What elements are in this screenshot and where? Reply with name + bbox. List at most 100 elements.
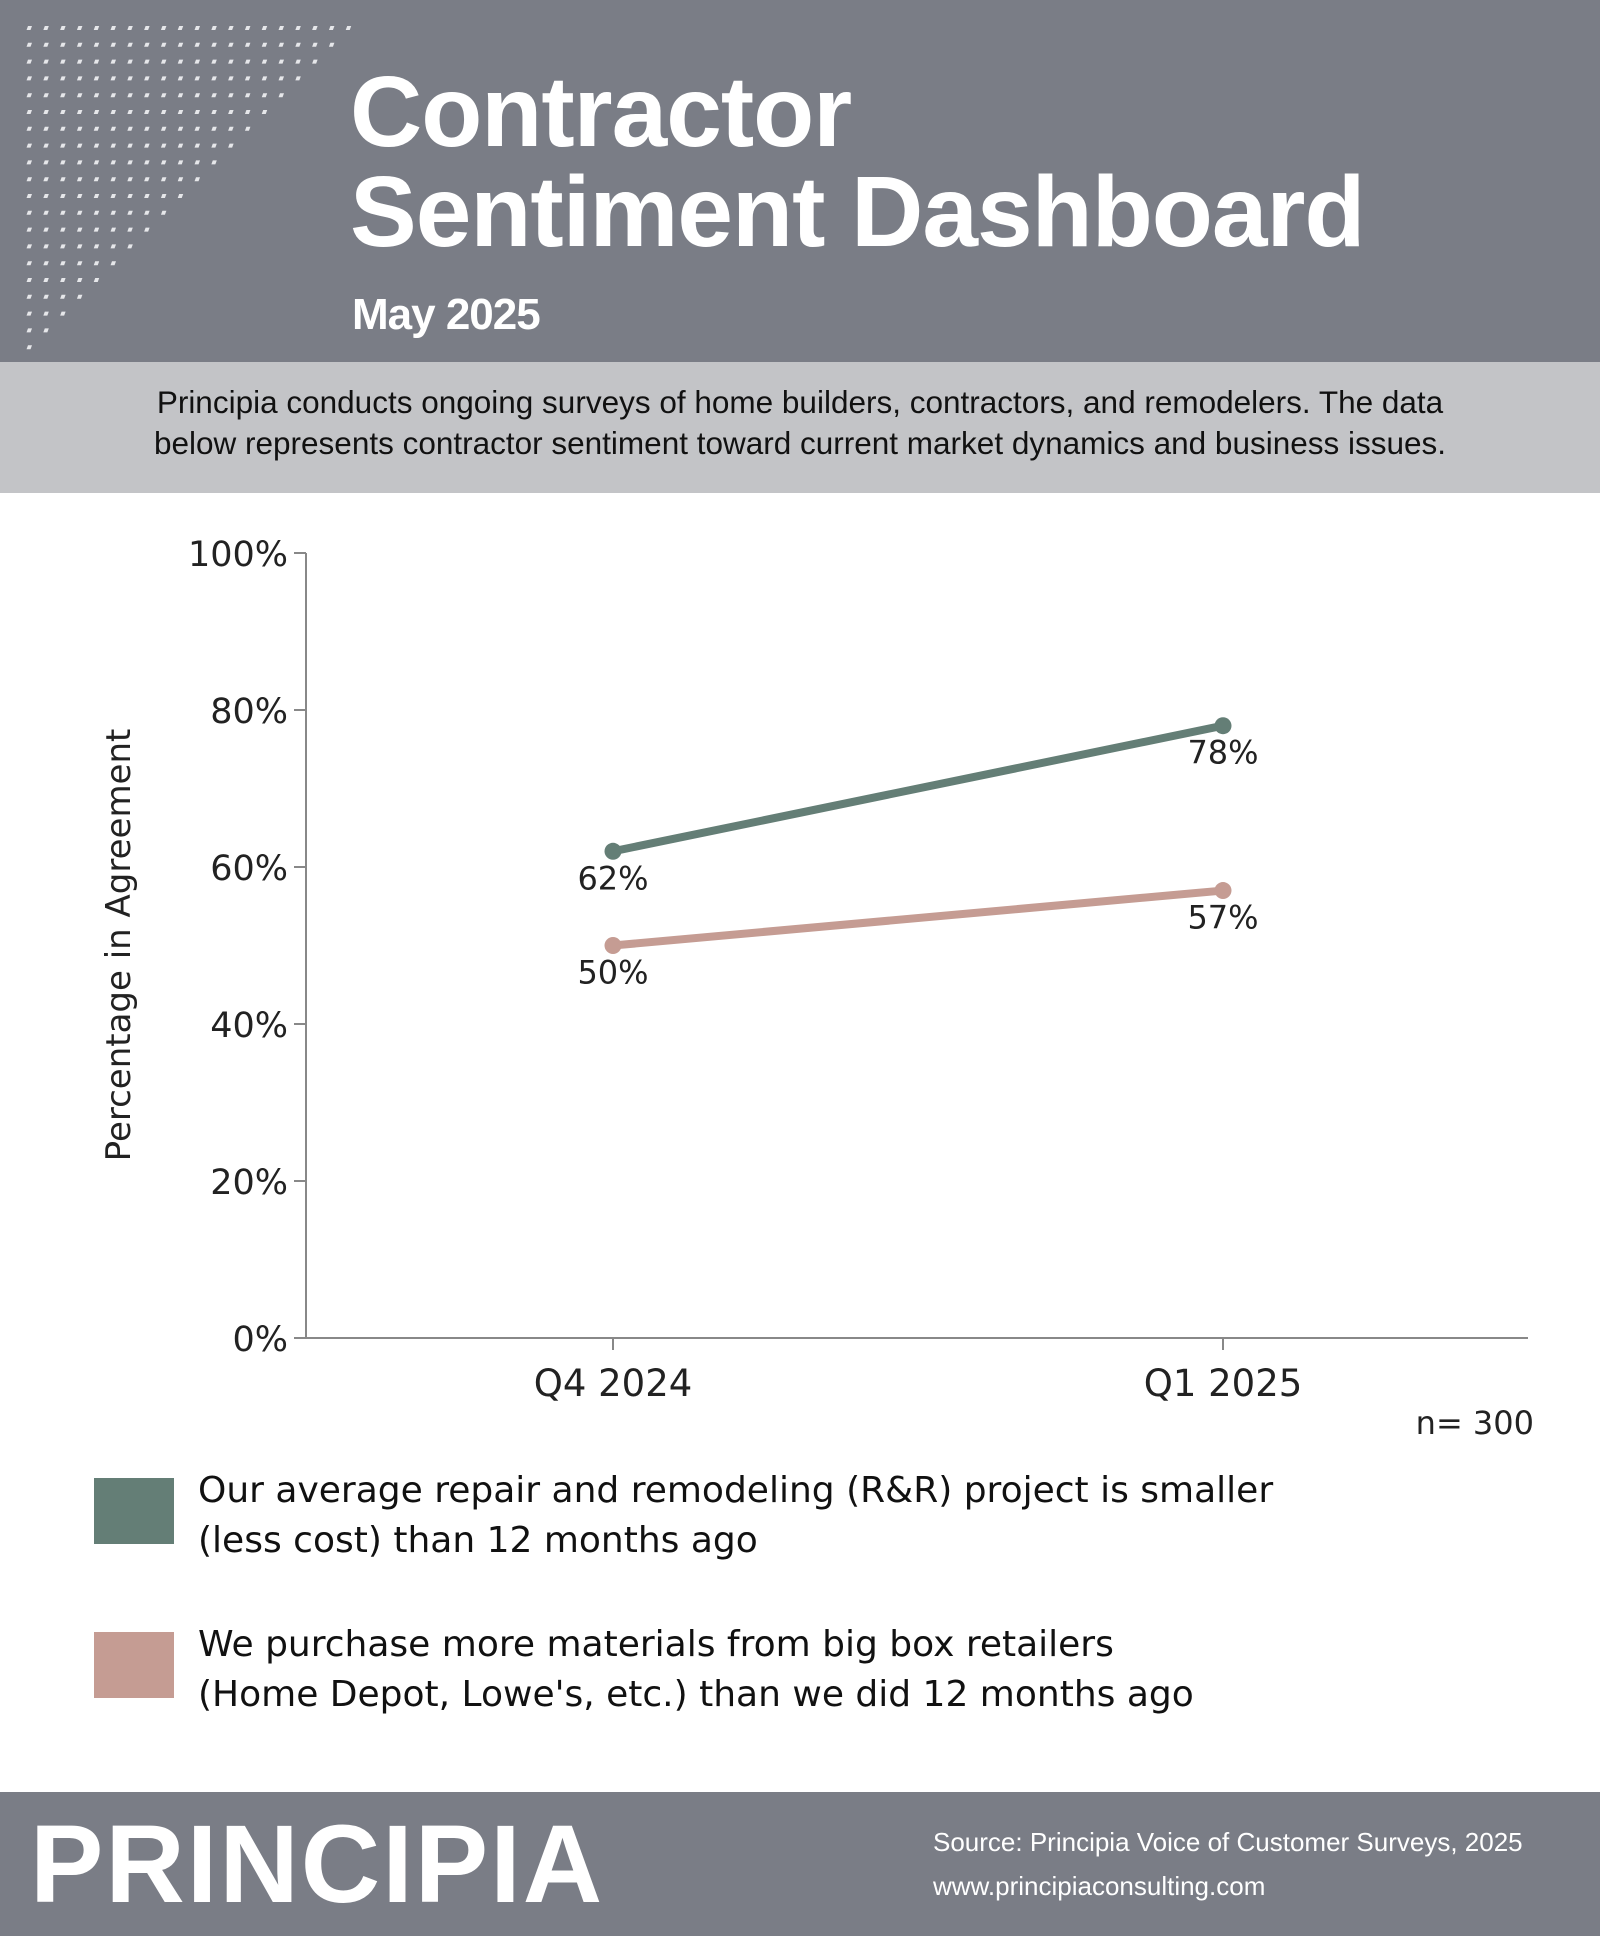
dot xyxy=(194,160,200,165)
dot xyxy=(177,26,184,30)
dot xyxy=(26,294,32,299)
dot xyxy=(26,126,32,131)
dot xyxy=(93,194,100,198)
dot xyxy=(228,59,234,64)
dot xyxy=(295,26,301,30)
legend-label-line1: We purchase more materials from big box … xyxy=(198,1624,1114,1665)
dot xyxy=(261,42,268,47)
dot xyxy=(26,345,32,350)
dot xyxy=(93,244,100,249)
dot xyxy=(43,294,49,299)
dot xyxy=(211,42,217,47)
dot xyxy=(127,110,133,114)
dot xyxy=(26,42,32,47)
dot xyxy=(228,143,234,148)
legend-label-line2: (less cost) than 12 months ago xyxy=(198,1520,758,1561)
dot xyxy=(76,59,83,64)
legend-label-rr-project: Our average repair and remodeling (R&R) … xyxy=(198,1466,1398,1566)
dot xyxy=(76,143,83,148)
y-tick-label: 100% xyxy=(188,535,288,575)
dot xyxy=(328,42,335,47)
sample-size-note: n= 300 xyxy=(1416,1404,1534,1442)
dot xyxy=(144,59,150,64)
page-title-line1: Contractor xyxy=(350,56,852,168)
dot xyxy=(60,261,66,266)
dot xyxy=(144,110,150,114)
legend-swatch-green xyxy=(94,1478,174,1544)
y-tick-label: 0% xyxy=(232,1320,288,1360)
dot xyxy=(43,311,49,316)
dot xyxy=(43,93,49,98)
series-line xyxy=(609,886,1227,950)
dot xyxy=(177,143,184,148)
dot xyxy=(160,76,167,81)
dot xyxy=(93,177,100,182)
dot xyxy=(43,210,49,215)
footer-source: Source: Principia Voice of Customer Surv… xyxy=(933,1820,1523,1908)
page-title: Contractor Sentiment Dashboard xyxy=(350,62,1365,262)
dot xyxy=(76,126,83,131)
dot xyxy=(144,227,150,232)
dot-pattern-decoration xyxy=(26,26,352,350)
dot xyxy=(76,194,83,198)
dot xyxy=(127,93,133,98)
dot xyxy=(160,126,167,131)
dot xyxy=(144,210,150,215)
dot xyxy=(228,42,234,47)
y-tick-label: 40% xyxy=(210,1006,288,1046)
dot xyxy=(127,26,133,30)
dot xyxy=(26,210,33,215)
website-link[interactable]: www.principiaconsulting.com xyxy=(933,1871,1266,1901)
x-tick-label: Q1 2025 xyxy=(1144,1362,1303,1405)
dot xyxy=(228,26,234,30)
dot xyxy=(26,261,32,266)
dot xyxy=(26,328,32,333)
dot xyxy=(345,26,352,30)
dot xyxy=(194,42,200,47)
dot xyxy=(144,143,150,148)
dot xyxy=(76,261,83,266)
data-point xyxy=(1214,717,1232,735)
dot xyxy=(110,160,116,165)
dot xyxy=(76,227,83,232)
dot xyxy=(93,160,100,165)
dot xyxy=(177,194,184,198)
dot xyxy=(127,76,133,81)
dot xyxy=(76,26,83,30)
dot xyxy=(228,110,234,114)
intro-description: Principia conducts ongoing surveys of ho… xyxy=(0,362,1600,493)
dot xyxy=(177,59,184,64)
data-label: 62% xyxy=(577,859,648,897)
dot xyxy=(60,311,66,316)
dot xyxy=(110,110,116,114)
dot xyxy=(228,76,234,81)
dot xyxy=(160,110,167,114)
series-line xyxy=(609,721,1227,856)
dot xyxy=(278,26,284,30)
dot xyxy=(60,210,66,215)
dot xyxy=(93,59,100,64)
dot xyxy=(43,160,49,165)
legend-swatch-pink xyxy=(94,1632,174,1698)
y-tick-label: 20% xyxy=(210,1163,288,1203)
dot xyxy=(278,59,284,64)
dot xyxy=(144,76,150,81)
dot xyxy=(43,328,49,333)
dot xyxy=(110,126,117,131)
dot xyxy=(211,59,217,64)
dot xyxy=(244,76,251,81)
dot xyxy=(110,194,117,198)
page-date: May 2025 xyxy=(352,290,541,339)
dot xyxy=(93,76,100,81)
dot xyxy=(93,278,100,282)
dot xyxy=(26,59,32,64)
dot xyxy=(76,76,83,81)
dot xyxy=(93,126,100,131)
dot xyxy=(76,177,83,182)
dot xyxy=(60,110,66,114)
dot xyxy=(211,26,217,30)
dot xyxy=(26,26,32,30)
dot xyxy=(93,42,100,47)
dot xyxy=(43,244,49,249)
dot xyxy=(60,177,66,182)
